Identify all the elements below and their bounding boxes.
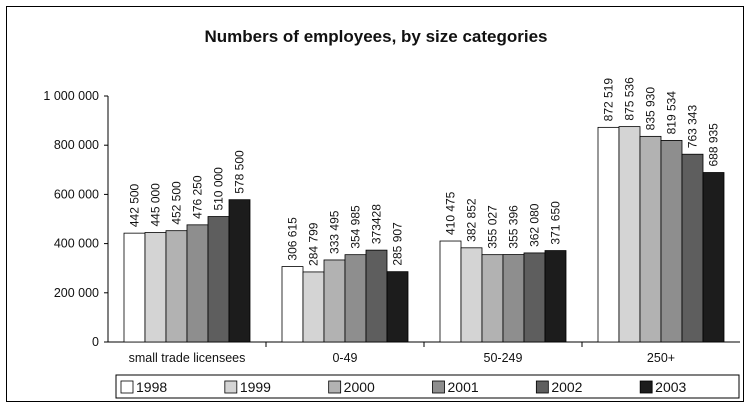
- bar-2002: [207, 216, 230, 343]
- bar-2003: [386, 271, 409, 343]
- value-label: 872 519: [602, 78, 616, 122]
- bar-2003: [228, 199, 251, 343]
- bar-2001: [660, 139, 683, 343]
- value-label: 285 907: [391, 222, 405, 266]
- value-label: 819 534: [665, 91, 679, 135]
- category-label: 50-249: [484, 351, 523, 365]
- value-label: 306 615: [286, 217, 300, 261]
- bars: [123, 126, 725, 343]
- y-tick-label: 400 000: [54, 237, 99, 251]
- bar-2001: [344, 254, 367, 343]
- value-label: 382 852: [465, 198, 479, 242]
- bar-2002: [523, 252, 546, 343]
- bar-2003: [702, 172, 725, 343]
- legend-swatch: [224, 380, 238, 394]
- bar-2001: [502, 254, 525, 343]
- y-tick-label: 0: [92, 335, 99, 349]
- value-label: 355 027: [486, 205, 500, 249]
- y-tick-label: 600 000: [54, 187, 99, 201]
- legend-label: 2001: [448, 379, 479, 395]
- value-label: 442 500: [128, 183, 142, 227]
- bar-2002: [365, 249, 388, 343]
- y-tick-label: 200 000: [54, 286, 99, 300]
- value-label: 354 985: [349, 205, 363, 249]
- value-label: 875 536: [623, 77, 637, 121]
- category-label: 250+: [647, 351, 675, 365]
- value-label: 476 250: [191, 175, 205, 219]
- legend: 1998 1999 2000 2001 2002 2003: [115, 374, 740, 399]
- value-label: 373428: [370, 204, 384, 244]
- legend-label: 1999: [240, 379, 271, 395]
- value-label: 410 475: [444, 191, 458, 235]
- bar-2000: [323, 259, 346, 343]
- bar-2003: [544, 250, 567, 343]
- value-label: 688 935: [707, 123, 721, 167]
- y-tick-label: 800 000: [54, 138, 99, 152]
- bar-2000: [165, 230, 188, 343]
- legend-box: [115, 374, 740, 399]
- value-label: 578 500: [233, 150, 247, 194]
- value-label: 333 495: [328, 210, 342, 254]
- bar-2000: [639, 135, 662, 343]
- bar-1999: [144, 232, 167, 343]
- legend-label: 2003: [655, 379, 686, 395]
- bar-2001: [186, 224, 209, 343]
- category-label: small trade licensees: [129, 351, 246, 365]
- bar-1999: [302, 271, 325, 343]
- bar-1998: [439, 240, 462, 343]
- legend-label: 2002: [551, 379, 582, 395]
- value-label: 284 799: [307, 222, 321, 266]
- legend-label: 2000: [344, 379, 375, 395]
- legend-swatch: [535, 380, 549, 394]
- legend-swatch: [120, 380, 134, 394]
- value-label: 371 650: [549, 201, 563, 245]
- bar-1999: [618, 126, 641, 343]
- value-label: 510 000: [212, 167, 226, 211]
- bar-1998: [597, 126, 620, 343]
- bar-2000: [481, 254, 504, 343]
- legend-swatch: [639, 380, 653, 394]
- value-label: 445 000: [149, 183, 163, 227]
- value-labels: 442 500 445 000 452 500 476 250 510 000 578 5…: [128, 77, 721, 266]
- bar-1998: [123, 232, 146, 343]
- bar-2002: [681, 153, 704, 343]
- value-label: 835 930: [644, 87, 658, 131]
- value-label: 355 396: [507, 205, 521, 249]
- value-label: 362 080: [528, 203, 542, 247]
- bar-1999: [460, 247, 483, 343]
- y-tick-label: 1 000 000: [43, 89, 99, 103]
- value-label: 763 343: [686, 105, 700, 149]
- legend-label: 1998: [136, 379, 167, 395]
- value-label: 452 500: [170, 181, 184, 225]
- legend-swatch: [328, 380, 342, 394]
- bar-1998: [281, 266, 304, 343]
- chart-title: Numbers of employees, by size categories: [205, 27, 548, 46]
- category-label: 0-49: [332, 351, 357, 365]
- legend-swatch: [432, 380, 445, 394]
